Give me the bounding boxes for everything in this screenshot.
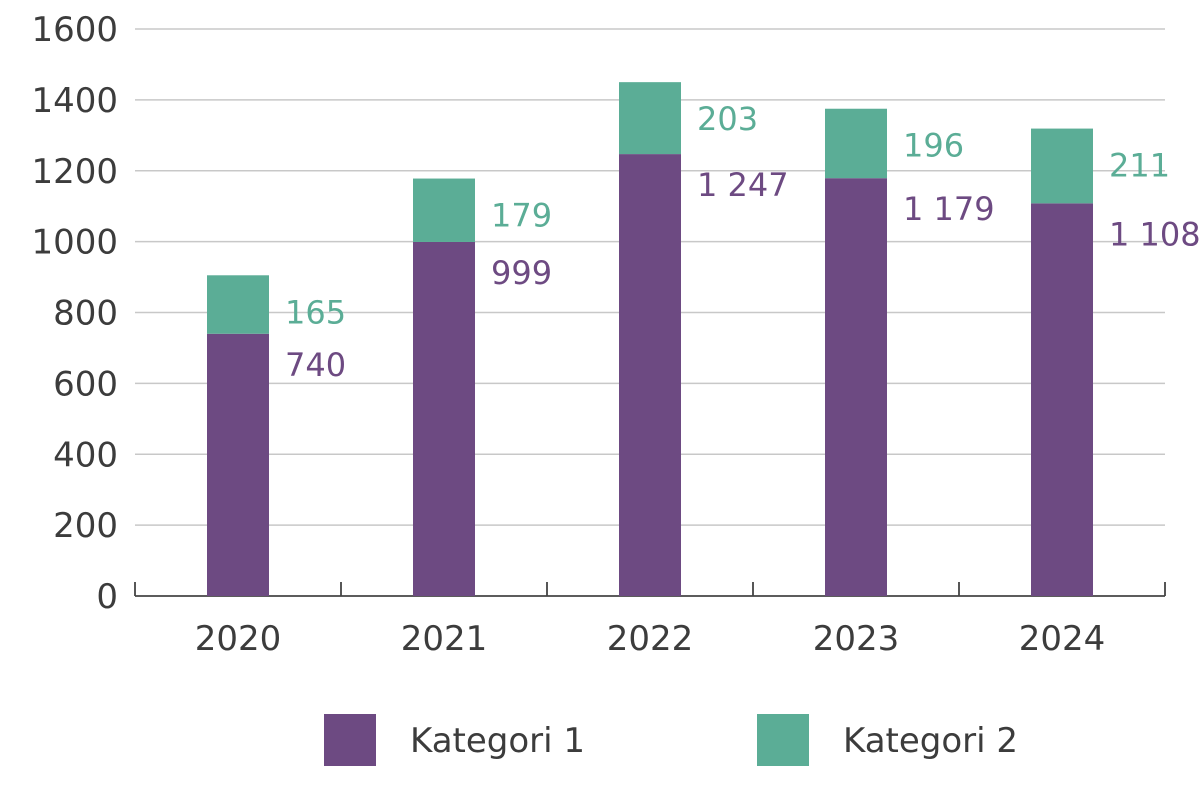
bar-kategori-1-2021 [413, 241, 475, 596]
bar-kategori-2-2024 [1031, 128, 1093, 204]
bar-kategori-1-2024 [1031, 203, 1093, 597]
y-tick-label: 1200 [31, 152, 118, 192]
y-tick-label: 1600 [31, 10, 118, 50]
y-tick-label: 1000 [31, 223, 118, 263]
data-label-kategori-1: 1 247 [697, 166, 789, 204]
bar-kategori-1-2022 [619, 154, 681, 597]
x-tick-label: 2023 [813, 619, 900, 659]
bar-kategori-1-2023 [825, 178, 887, 596]
x-tick-label: 2021 [401, 619, 488, 659]
bar-kategori-2-2020 [207, 275, 269, 334]
data-label-kategori-2: 165 [285, 293, 346, 331]
legend-swatch-kategori-1 [324, 714, 376, 766]
y-tick-label: 600 [53, 364, 118, 404]
data-label-kategori-2: 211 [1109, 147, 1170, 185]
legend-label-kategori-2: Kategori 2 [843, 721, 1018, 761]
y-tick-label: 0 [96, 577, 118, 617]
bar-kategori-2-2022 [619, 82, 681, 155]
data-label-kategori-2: 203 [697, 100, 758, 138]
legend-swatch-kategori-2 [757, 714, 809, 766]
data-label-kategori-2: 179 [491, 197, 552, 235]
bar-kategori-1-2020 [207, 333, 269, 596]
data-label-kategori-1: 999 [491, 254, 552, 292]
x-tick-label: 2024 [1019, 619, 1106, 659]
data-label-kategori-1: 1 108 [1109, 215, 1200, 253]
bar-kategori-2-2021 [413, 178, 475, 242]
x-tick-label: 2020 [195, 619, 282, 659]
data-label-kategori-1: 1 179 [903, 190, 995, 228]
data-label-kategori-2: 196 [903, 127, 964, 165]
data-label-kategori-1: 740 [285, 346, 346, 384]
y-tick-label: 400 [53, 435, 118, 475]
x-tick-label: 2022 [607, 619, 694, 659]
y-tick-label: 200 [53, 506, 118, 546]
y-tick-label: 1400 [31, 81, 118, 121]
y-tick-label: 800 [53, 294, 118, 334]
legend-label-kategori-1: Kategori 1 [410, 721, 585, 761]
bar-kategori-2-2023 [825, 108, 887, 179]
